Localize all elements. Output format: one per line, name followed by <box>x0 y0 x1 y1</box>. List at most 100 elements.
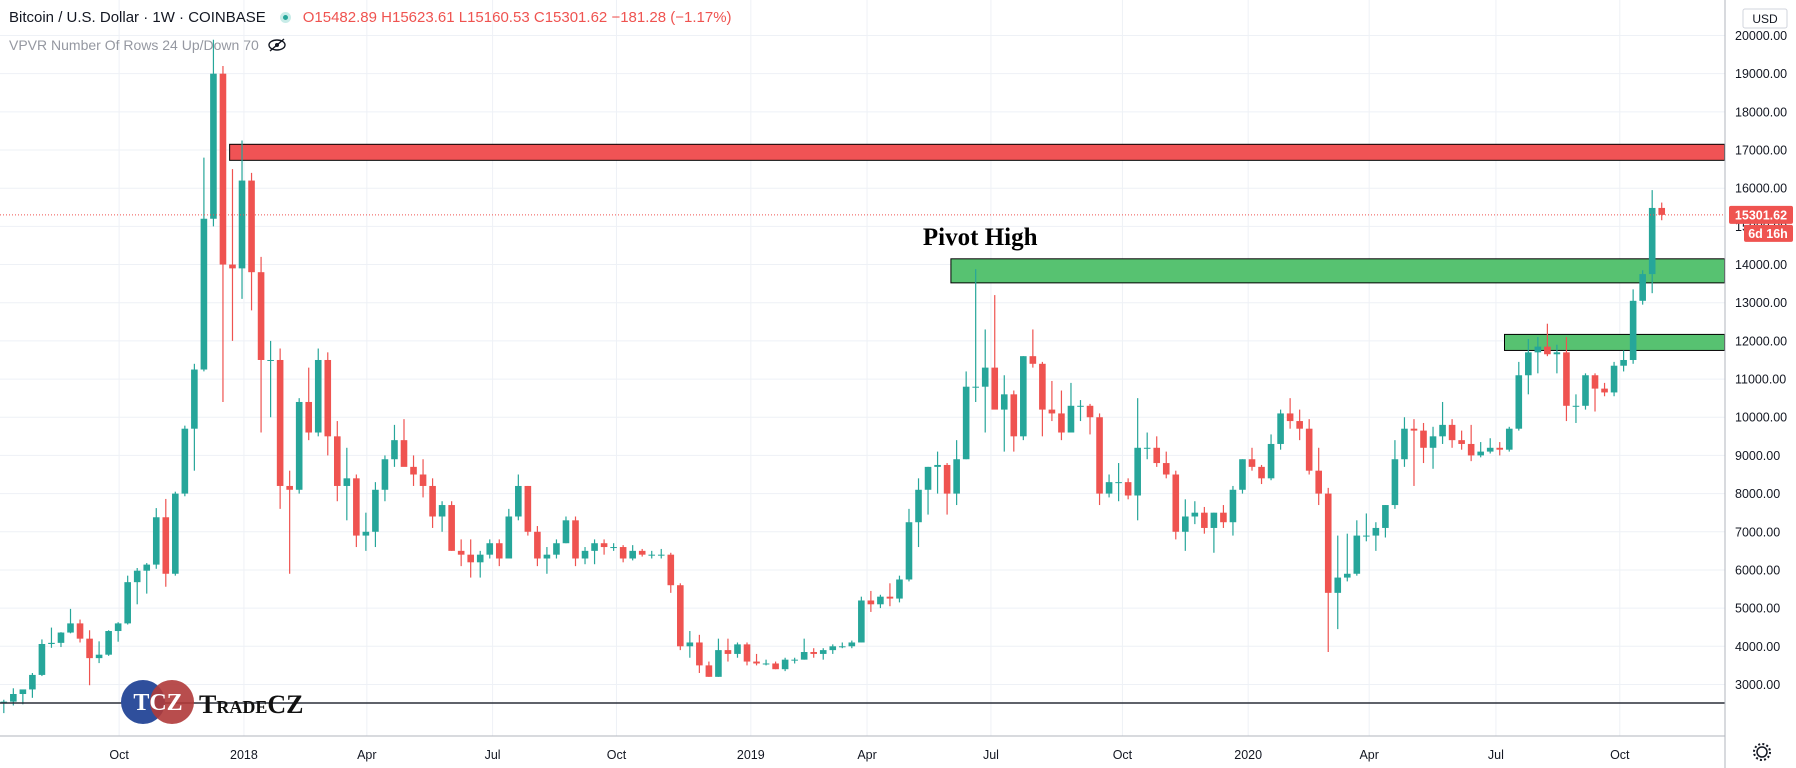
candle-body <box>991 367 999 410</box>
logo-name: TradeCZ <box>199 690 303 719</box>
candle-body <box>1134 447 1141 496</box>
candle-body <box>1039 363 1046 410</box>
candle-body <box>29 674 36 690</box>
candle-body <box>457 550 465 555</box>
candle-body <box>1115 482 1122 484</box>
candle-body <box>57 632 65 643</box>
legend-label: H <box>381 9 392 26</box>
y-tick-label: 20000.00 <box>1735 29 1787 43</box>
candle-body <box>1343 573 1351 578</box>
candle-body <box>1105 482 1113 494</box>
x-tick-label: Oct <box>607 748 627 762</box>
candle-body <box>1439 424 1446 437</box>
candle-body <box>886 596 894 599</box>
candle-body <box>1658 207 1666 215</box>
candle-body <box>962 386 970 460</box>
candle-body <box>972 386 979 388</box>
candle-body <box>1363 535 1370 537</box>
candle-body <box>419 474 427 486</box>
candle-body <box>257 272 265 360</box>
candle-body <box>1572 405 1580 407</box>
x-tick-label: Oct <box>109 748 129 762</box>
x-tick-label: Oct <box>1610 748 1630 762</box>
candle-body <box>829 646 837 651</box>
currency: USD <box>1752 12 1778 26</box>
candle-body <box>1477 451 1484 456</box>
candle-body <box>686 642 694 647</box>
hide-icon[interactable] <box>267 37 287 53</box>
settings-icon[interactable] <box>1753 743 1771 761</box>
candle-body <box>1000 394 1008 410</box>
x-tick-label: 2020 <box>1234 748 1262 762</box>
price-zone <box>229 143 1726 161</box>
candle-body <box>372 489 379 532</box>
candle-body <box>95 654 103 659</box>
indicator-legend[interactable]: VPVR Number Of Rows 24 Up/Down 70 <box>9 37 287 53</box>
candle-body <box>1467 443 1475 456</box>
candle-body <box>248 180 255 273</box>
price-tag <box>1729 205 1793 224</box>
y-tick-label: 9000.00 <box>1735 449 1780 463</box>
candle-body <box>877 596 884 605</box>
candle-body <box>648 554 656 556</box>
candle-body <box>238 180 246 269</box>
x-tick-label: Jul <box>983 748 999 762</box>
candle-body <box>981 367 989 387</box>
y-tick-label: 7000.00 <box>1735 525 1780 539</box>
candle-body <box>67 623 74 633</box>
candle-body <box>1448 424 1456 441</box>
candle-body <box>105 631 112 655</box>
candle-body <box>1382 505 1389 528</box>
candle-body <box>867 600 875 605</box>
currency-box[interactable] <box>1742 8 1788 29</box>
candle-body <box>667 554 675 586</box>
x-tick-label: Apr <box>1359 748 1378 762</box>
countdown: 6d 16h <box>1748 227 1788 241</box>
candle-body <box>1201 512 1208 528</box>
candle-body <box>1305 428 1313 471</box>
candle-body <box>1639 274 1646 301</box>
candle-body <box>696 642 703 666</box>
candle-body <box>1229 489 1237 523</box>
candle-body <box>781 659 789 670</box>
candle-body <box>1420 430 1427 448</box>
candle-body <box>1124 482 1132 496</box>
candle-body <box>48 642 55 644</box>
candle-body <box>572 520 579 559</box>
candle-body <box>133 570 141 583</box>
candle-body <box>1505 428 1513 450</box>
candle-body <box>1401 428 1408 460</box>
candle-body <box>1601 388 1608 393</box>
candle-body <box>581 550 589 559</box>
y-tick-label: 8000.00 <box>1735 487 1780 501</box>
candle-body <box>143 564 151 571</box>
candle-body <box>172 493 179 574</box>
candle-body <box>114 623 122 632</box>
candle-body <box>1582 375 1589 406</box>
candle-body <box>1172 474 1180 532</box>
candle-body <box>1010 394 1018 437</box>
legend-label: O <box>302 9 315 26</box>
y-tick-label: 10000.00 <box>1735 411 1787 425</box>
candle-body <box>1525 352 1532 376</box>
candle-body <box>1096 417 1103 494</box>
candle-body <box>476 554 484 563</box>
candle-body <box>810 652 818 654</box>
candle-body <box>705 665 713 677</box>
symbol-title[interactable]: Bitcoin / U.S. Dollar · 1W · COINBASE <box>9 9 266 26</box>
candle-body <box>905 522 913 580</box>
candle-body <box>1429 436 1437 448</box>
candle-body <box>1610 365 1618 393</box>
candle-body <box>1077 405 1084 407</box>
candle-body <box>819 650 827 654</box>
candle-body <box>953 459 960 494</box>
candle-body <box>324 359 332 437</box>
candle-body <box>1515 375 1523 429</box>
candle-body <box>553 543 560 555</box>
candle-body <box>267 359 274 361</box>
candle-body <box>1324 493 1332 593</box>
candle-body <box>333 436 341 486</box>
candle-body <box>858 600 865 643</box>
candle-body <box>1162 463 1170 475</box>
